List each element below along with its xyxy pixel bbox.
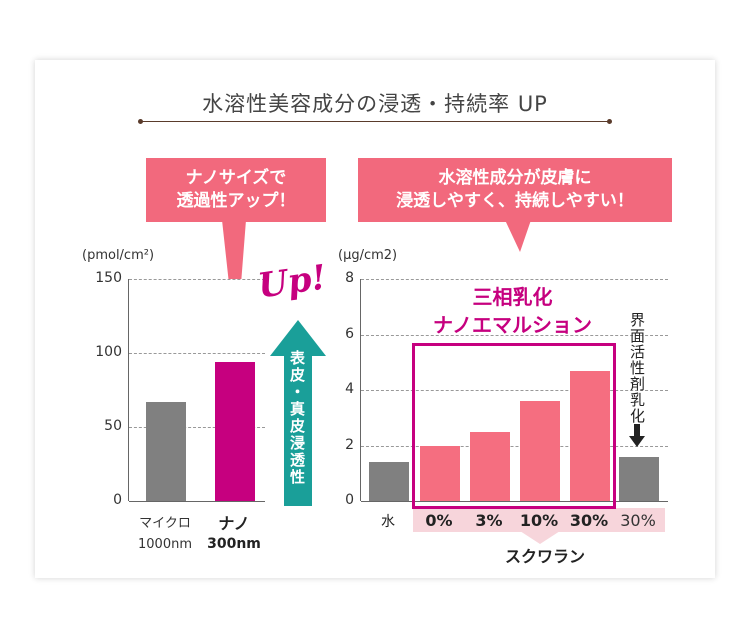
gridline bbox=[129, 501, 265, 502]
nano-emulsion-label-line-1: 三相乳化 bbox=[472, 285, 553, 309]
left-plot-area bbox=[128, 279, 265, 502]
gridline bbox=[361, 445, 668, 447]
left-y-unit: (pmol/cm²) bbox=[82, 248, 155, 263]
chart-title: 水溶性美容成分の浸透・持続率 UP bbox=[202, 92, 548, 116]
y-tick-label: 50 bbox=[104, 418, 122, 434]
callout-left-line-2: 透過性アップ！ bbox=[176, 191, 296, 211]
bar-2 bbox=[470, 431, 510, 501]
callout-right: 水溶性成分が皮膚に浸透しやすく、持続しやすい！ bbox=[358, 158, 672, 222]
cat-label-micro: マイクロ bbox=[139, 516, 191, 531]
bar-1 bbox=[420, 445, 460, 501]
squalane-band bbox=[413, 508, 665, 532]
bar-0 bbox=[146, 401, 186, 501]
y-tick-label: 8 bbox=[345, 270, 354, 286]
title-rule-dot-left bbox=[138, 119, 143, 124]
bar-1 bbox=[215, 361, 255, 501]
gridline bbox=[361, 334, 668, 336]
squalane-band-pointer bbox=[520, 531, 560, 544]
bar-4 bbox=[570, 370, 610, 501]
y-tick-label: 2 bbox=[345, 436, 354, 453]
sublabel-micro: 1000nm bbox=[138, 537, 192, 552]
teal-arrow bbox=[270, 320, 326, 506]
cat-label-2: 3% bbox=[475, 511, 503, 530]
gridline bbox=[361, 279, 668, 280]
nano-emulsion-box bbox=[412, 343, 616, 509]
cat-label-4: 30% bbox=[569, 511, 609, 530]
bar-5 bbox=[619, 456, 659, 501]
y-tick-label: 0 bbox=[345, 492, 354, 508]
callout-left: ナノサイズで 透過性アップ！ bbox=[146, 158, 326, 222]
surfactant-label: 界面活性剤乳化 bbox=[628, 312, 646, 424]
cat-label-3: 10% bbox=[519, 511, 559, 530]
down-arrow-icon bbox=[629, 424, 645, 447]
y-tick-label: 6 bbox=[345, 325, 354, 342]
callout-right-pointer bbox=[505, 220, 531, 252]
sublabel-nano: 300nm bbox=[207, 536, 261, 552]
callout-right-line-2: 浸透しやすく、持続しやすい！ bbox=[396, 191, 634, 211]
callout-left-line-1: ナノサイズで bbox=[185, 168, 287, 188]
cat-label-1: 0% bbox=[425, 511, 453, 530]
gridline bbox=[361, 390, 668, 391]
nano-emulsion-label-line-2: ナノエマルション bbox=[433, 313, 592, 337]
right-plot-area bbox=[360, 279, 668, 502]
squalane-label: スクワラン bbox=[504, 547, 585, 566]
y-tick-label: 0 bbox=[113, 492, 122, 508]
gridline bbox=[129, 353, 265, 354]
gridline bbox=[129, 427, 265, 428]
right-y-unit: (μg/cm2) bbox=[338, 248, 398, 263]
nano-emulsion-label: 三相乳化 ナノエマルション bbox=[405, 283, 620, 339]
cat-label-0: 水 bbox=[381, 514, 395, 530]
callout-right-line-1: 水溶性成分が皮膚に bbox=[438, 168, 592, 188]
gridline bbox=[361, 501, 668, 502]
bar-3 bbox=[520, 401, 560, 501]
cat-label-nano: ナノ bbox=[218, 514, 250, 533]
bar-0 bbox=[369, 462, 409, 501]
y-tick-label: 100 bbox=[95, 344, 122, 360]
y-tick-label: 4 bbox=[345, 381, 354, 397]
cat-label-5: 30% bbox=[620, 511, 656, 530]
y-tick-label: 150 bbox=[95, 270, 122, 286]
title-rule-dot-right bbox=[607, 119, 612, 124]
gridline bbox=[129, 279, 265, 280]
title-rule bbox=[140, 121, 610, 122]
penetration-label: 表皮・真皮浸透性 bbox=[288, 350, 306, 486]
